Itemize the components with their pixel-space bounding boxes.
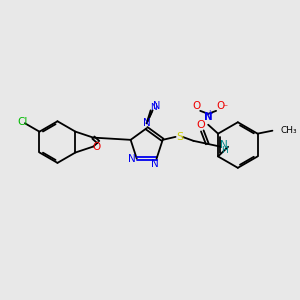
Text: N: N: [128, 154, 136, 164]
Text: H: H: [221, 146, 227, 155]
Text: S: S: [176, 132, 183, 142]
Text: ⁻: ⁻: [223, 103, 228, 113]
Text: N: N: [204, 112, 213, 122]
Text: N: N: [153, 101, 160, 111]
Text: O: O: [192, 101, 200, 111]
Text: N: N: [143, 118, 151, 128]
Text: N: N: [150, 103, 157, 112]
Text: O: O: [92, 142, 100, 152]
Text: N: N: [220, 140, 228, 150]
Text: O: O: [216, 101, 224, 111]
Text: +: +: [206, 109, 212, 118]
Text: O: O: [196, 120, 205, 130]
Text: N: N: [151, 159, 158, 169]
Text: CH₃: CH₃: [280, 126, 297, 135]
Text: Cl: Cl: [18, 117, 28, 127]
